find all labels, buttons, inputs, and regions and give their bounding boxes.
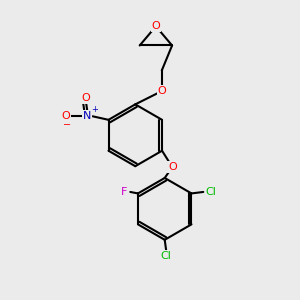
Text: O: O xyxy=(168,162,177,172)
Text: +: + xyxy=(91,105,98,114)
Text: O: O xyxy=(152,21,160,31)
Text: Cl: Cl xyxy=(161,251,172,261)
Text: Cl: Cl xyxy=(206,187,217,197)
Text: O: O xyxy=(82,93,90,103)
Text: −: − xyxy=(63,119,71,130)
Text: F: F xyxy=(121,187,127,197)
Text: O: O xyxy=(62,111,70,121)
Text: O: O xyxy=(158,86,166,96)
Text: N: N xyxy=(83,111,92,121)
